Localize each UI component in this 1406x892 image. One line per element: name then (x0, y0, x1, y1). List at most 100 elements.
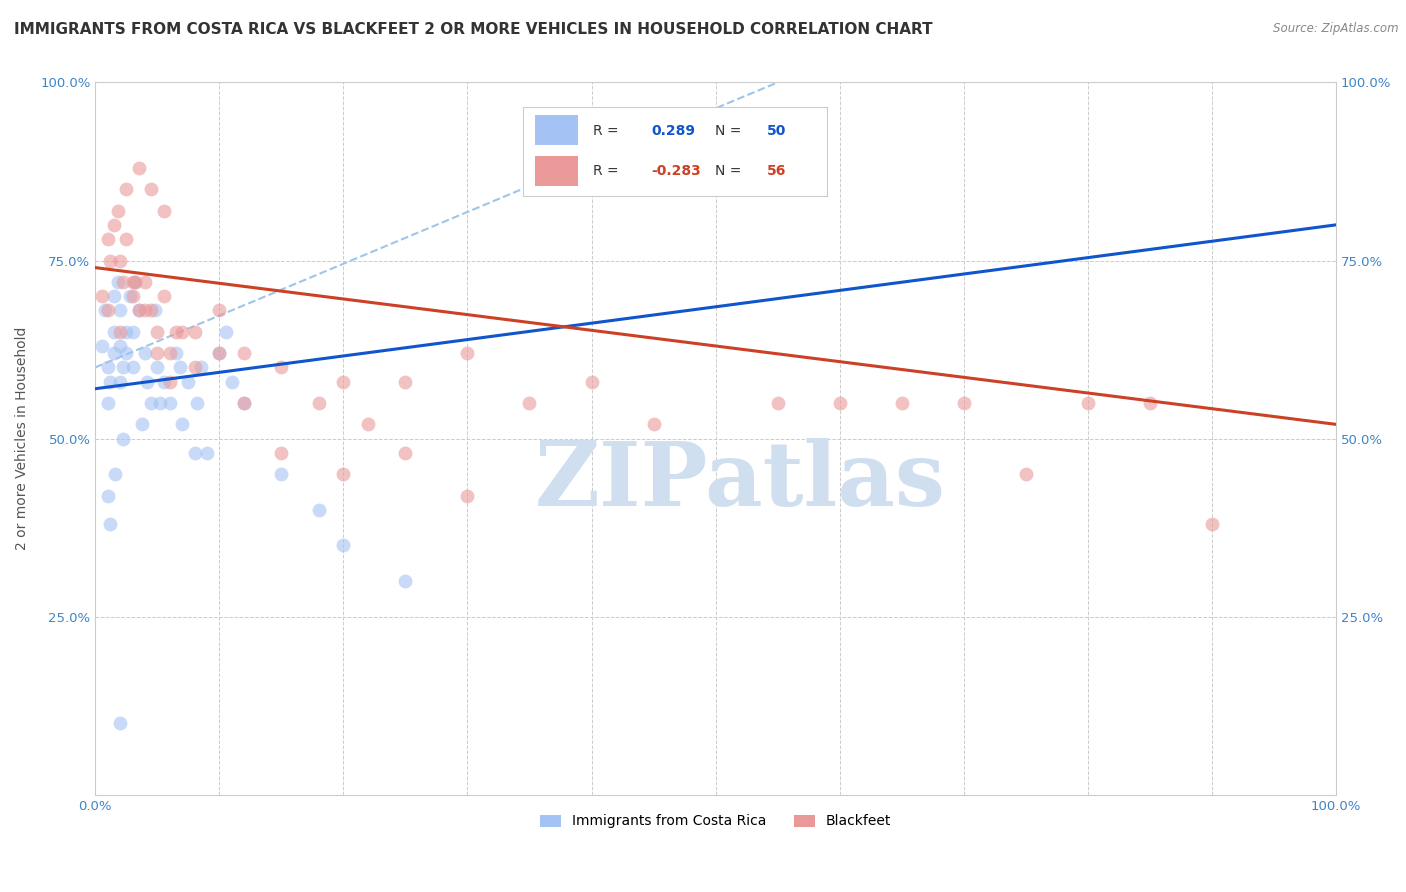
Point (308, 396, 330, 410)
Point (97, 303, 120, 318)
Point (394, 574, 416, 588)
Point (152, 375, 174, 389)
Point (581, 375, 603, 389)
Point (270, 446, 292, 460)
Point (108, 375, 131, 389)
Point (94, 303, 117, 318)
Point (332, 467, 354, 482)
Point (108, 253, 131, 268)
Point (828, 396, 851, 410)
Point (952, 396, 974, 410)
Point (146, 346, 169, 360)
Point (183, 325, 205, 339)
Point (214, 325, 236, 339)
Point (308, 503, 330, 517)
Point (121, 360, 143, 375)
Point (108, 325, 131, 339)
Point (172, 325, 194, 339)
Point (165, 346, 187, 360)
Point (128, 303, 150, 318)
Point (149, 396, 172, 410)
Point (108, 303, 131, 318)
Point (270, 467, 292, 482)
Point (141, 396, 163, 410)
Point (97, 396, 120, 410)
Point (165, 325, 187, 339)
Point (1077, 396, 1099, 410)
Point (98, 375, 121, 389)
Point (103, 218, 125, 232)
Point (394, 375, 416, 389)
Point (152, 289, 174, 303)
Point (143, 303, 166, 318)
Point (115, 346, 138, 360)
Point (124, 275, 146, 289)
Text: Source: ZipAtlas.com: Source: ZipAtlas.com (1274, 22, 1399, 36)
Point (120, 289, 142, 303)
Point (103, 325, 125, 339)
Point (643, 417, 665, 432)
Point (890, 396, 912, 410)
Point (208, 346, 231, 360)
Point (141, 303, 163, 318)
Point (270, 360, 292, 375)
Point (97, 489, 120, 503)
Point (208, 346, 231, 360)
Point (97, 232, 120, 246)
Point (111, 360, 134, 375)
Point (456, 346, 478, 360)
Point (195, 446, 218, 460)
Legend: Immigrants from Costa Rica, Blackfeet: Immigrants from Costa Rica, Blackfeet (534, 809, 897, 834)
Point (90, 289, 112, 303)
Point (128, 161, 150, 175)
Point (233, 396, 256, 410)
Point (98, 253, 121, 268)
Point (146, 325, 169, 339)
Point (103, 289, 125, 303)
Point (186, 396, 208, 410)
Point (141, 182, 163, 196)
Point (124, 275, 146, 289)
Point (766, 396, 789, 410)
Point (108, 339, 131, 353)
Point (111, 432, 134, 446)
Point (134, 275, 156, 289)
Point (394, 446, 416, 460)
Text: IMMIGRANTS FROM COSTA RICA VS BLACKFEET 2 OR MORE VEHICLES IN HOUSEHOLD CORRELAT: IMMIGRANTS FROM COSTA RICA VS BLACKFEET … (14, 22, 932, 37)
Point (183, 446, 205, 460)
Point (183, 360, 205, 375)
Point (131, 417, 153, 432)
Point (159, 375, 181, 389)
Point (107, 203, 129, 218)
Point (519, 396, 541, 410)
Point (115, 232, 138, 246)
Point (172, 417, 194, 432)
Point (233, 396, 256, 410)
Point (128, 303, 150, 318)
Point (104, 467, 127, 482)
Point (107, 275, 129, 289)
Point (146, 360, 169, 375)
Point (134, 346, 156, 360)
Point (90, 339, 112, 353)
Point (159, 346, 181, 360)
Point (704, 489, 727, 503)
Point (357, 417, 380, 432)
Point (1014, 467, 1036, 482)
Point (169, 360, 191, 375)
Point (221, 375, 243, 389)
Point (121, 275, 143, 289)
Point (332, 375, 354, 389)
Point (121, 289, 143, 303)
Point (136, 375, 159, 389)
Point (108, 716, 131, 731)
Point (97, 360, 120, 375)
Point (456, 489, 478, 503)
Point (159, 396, 181, 410)
Point (1201, 516, 1223, 531)
Point (103, 346, 125, 360)
Point (121, 325, 143, 339)
Text: ZIPatlas: ZIPatlas (534, 438, 946, 524)
Point (115, 325, 138, 339)
Point (177, 375, 200, 389)
